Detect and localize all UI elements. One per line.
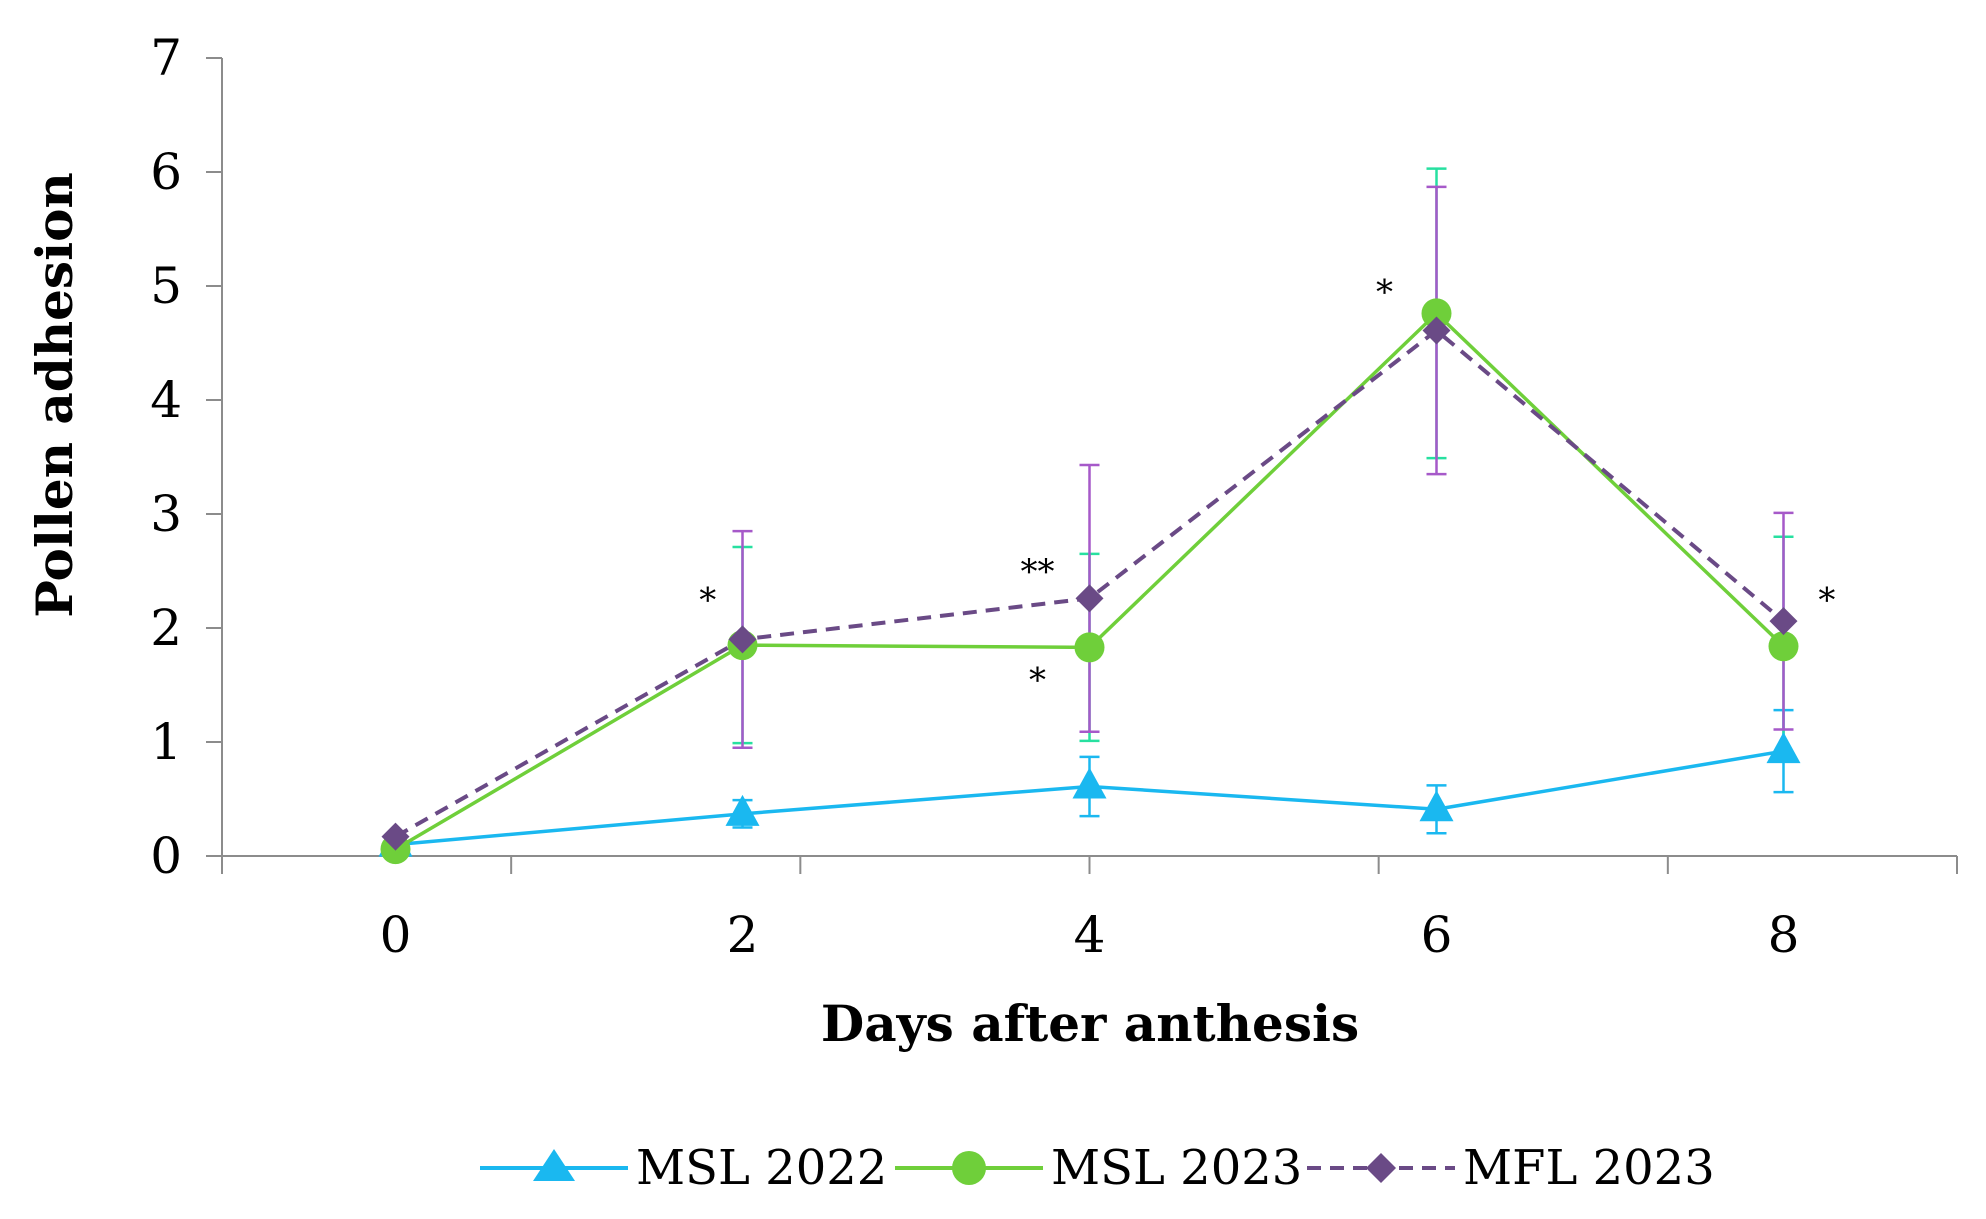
x-tick-label: 4 xyxy=(1074,906,1106,964)
legend-label-mfl-2023: MFL 2023 xyxy=(1463,1140,1715,1196)
data-point-msl-2022 xyxy=(1766,732,1801,764)
data-point-mfl-2023 xyxy=(1422,316,1451,345)
data-point-mfl-2023 xyxy=(1075,584,1104,613)
y-tick-label: 5 xyxy=(150,257,182,315)
x-axis-title: Days after anthesis xyxy=(821,994,1359,1053)
significance-annotation: * xyxy=(1029,660,1046,700)
x-tick-label: 6 xyxy=(1421,906,1453,964)
legend-circle-marker xyxy=(952,1151,986,1185)
x-tick-label: 0 xyxy=(380,906,412,964)
significance-annotation: * xyxy=(1376,273,1393,313)
legend-label-msl-2023: MSL 2023 xyxy=(1051,1140,1302,1196)
y-tick-label: 4 xyxy=(150,371,182,429)
y-tick-label: 1 xyxy=(150,713,182,771)
y-tick-label: 2 xyxy=(150,599,182,657)
data-point-msl-2022 xyxy=(1419,790,1454,822)
legend-triangle-marker xyxy=(533,1149,575,1181)
data-point-msl-2023 xyxy=(1421,298,1452,329)
data-point-msl-2022 xyxy=(725,794,760,826)
legend-entry-mfl-2023: MFL 2023 xyxy=(1307,1140,1715,1196)
legend: MSL 2022 MSL 2023 MFL 2023 xyxy=(480,1140,1715,1196)
legend-label-msl-2022: MSL 2022 xyxy=(636,1140,887,1196)
y-tick-label: 3 xyxy=(150,485,182,543)
data-point-msl-2023 xyxy=(1074,632,1105,663)
significance-annotation: * xyxy=(699,581,716,621)
data-point-mfl-2023 xyxy=(381,822,410,851)
data-point-msl-2023 xyxy=(1768,631,1799,662)
legend-entry-msl-2023: MSL 2023 xyxy=(895,1140,1302,1196)
legend-entry-msl-2022: MSL 2022 xyxy=(480,1140,887,1196)
x-tick-label: 8 xyxy=(1768,906,1800,964)
legend-diamond-marker xyxy=(1366,1153,1396,1183)
x-tick-label: 2 xyxy=(727,906,759,964)
data-point-mfl-2023 xyxy=(1769,607,1798,636)
significance-annotation: * xyxy=(1818,581,1835,621)
y-axis-title: Pollen adhesion xyxy=(25,172,84,618)
data-point-msl-2022 xyxy=(1072,767,1107,799)
y-tick-label: 6 xyxy=(150,143,182,201)
data-point-mfl-2023 xyxy=(728,625,757,654)
y-tick-label: 0 xyxy=(150,827,182,885)
significance-annotation: ** xyxy=(1020,552,1054,592)
y-tick-label: 7 xyxy=(150,29,182,87)
